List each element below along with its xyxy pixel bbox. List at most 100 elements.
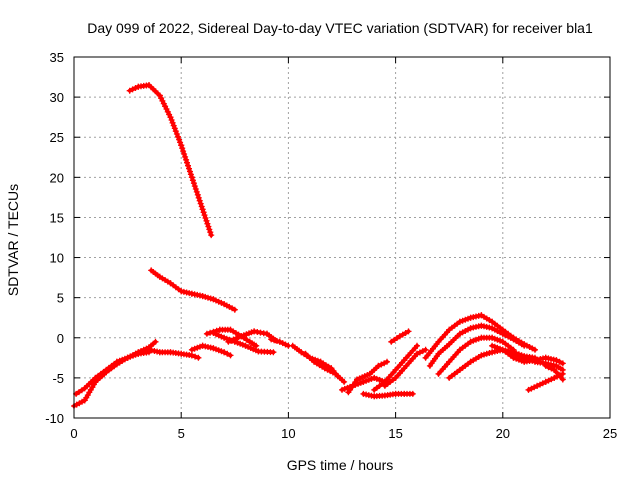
data-point: [542, 378, 549, 385]
y-tick-label: 20: [50, 170, 64, 185]
data-point: [221, 334, 228, 341]
y-tick-label: 35: [50, 50, 64, 65]
series-arc-7: [210, 330, 277, 356]
data-point: [202, 215, 209, 221]
data-point: [184, 159, 190, 166]
data-point: [173, 131, 180, 137]
data-point: [378, 361, 385, 368]
data-point: [132, 85, 139, 91]
data-point: [529, 357, 536, 364]
series-arc-9: [268, 336, 292, 349]
data-point: [126, 87, 133, 94]
series-arc-early-2: [73, 349, 152, 397]
data-point: [556, 358, 563, 365]
data-point: [365, 376, 372, 383]
data-point: [189, 177, 196, 184]
data-point: [181, 151, 188, 157]
data-point: [215, 347, 222, 354]
data-point: [467, 338, 474, 345]
data-point: [186, 165, 192, 172]
data-point: [470, 337, 477, 344]
data-point: [176, 136, 183, 143]
data-point: [376, 376, 383, 383]
x-tick-label: 0: [70, 426, 77, 441]
data-point: [175, 133, 181, 140]
data-point: [194, 191, 201, 198]
data-point: [190, 180, 197, 187]
data-point: [152, 338, 159, 345]
series-arc-20: [435, 334, 517, 377]
series-arc-14: [360, 390, 416, 400]
data-point: [497, 345, 504, 352]
data-point: [363, 377, 370, 384]
data-point: [384, 358, 390, 365]
data-point: [475, 335, 482, 342]
data-point: [467, 325, 474, 332]
series-arc-8: [225, 328, 279, 345]
y-tick-label: 10: [50, 251, 64, 266]
data-point: [187, 168, 193, 175]
data-point: [539, 380, 546, 387]
data-point: [515, 352, 522, 359]
data-point: [551, 374, 558, 381]
data-point: [135, 350, 142, 357]
data-point: [218, 299, 225, 306]
data-point: [192, 353, 199, 360]
data-point: [373, 375, 380, 382]
data-point: [559, 360, 566, 367]
data-point: [207, 295, 214, 302]
data-point: [180, 148, 187, 155]
y-axis-label: SDTVAR / TECUs: [5, 184, 21, 296]
data-series: [71, 82, 566, 409]
data-point: [513, 351, 520, 358]
data-point: [224, 350, 231, 357]
data-point: [542, 362, 549, 369]
series-arc-25: [542, 362, 566, 383]
data-point: [521, 342, 528, 349]
data-point: [341, 385, 348, 392]
data-point: [341, 378, 348, 385]
data-point: [548, 376, 555, 383]
data-point: [419, 348, 426, 355]
data-point: [532, 346, 538, 353]
data-point: [486, 324, 493, 331]
data-point: [204, 220, 211, 227]
series-arc-11: [302, 350, 348, 385]
data-point: [227, 352, 234, 359]
y-tick-label: 0: [57, 331, 64, 346]
data-point: [188, 346, 195, 353]
data-point: [523, 355, 530, 362]
data-point: [534, 382, 541, 389]
data-point: [481, 351, 487, 358]
series-arc-5: [188, 342, 234, 359]
data-point: [526, 356, 533, 363]
y-tick-label: -10: [45, 411, 64, 426]
data-point: [494, 344, 501, 351]
data-point: [194, 344, 201, 351]
data-point: [163, 106, 170, 112]
data-point: [207, 229, 214, 236]
y-tick-labels: -10 -5 0 5 10 15 20 25 30 35: [45, 50, 64, 426]
data-point: [202, 293, 209, 300]
x-tick-label: 20: [496, 426, 510, 441]
data-point: [206, 226, 213, 233]
x-tick-label: 10: [281, 426, 295, 441]
series-arc-24: [525, 370, 566, 393]
data-point: [156, 92, 163, 99]
data-point: [559, 370, 566, 377]
data-point: [462, 316, 469, 323]
series-arc-mid: [148, 267, 238, 313]
data-point: [169, 119, 176, 126]
data-point: [489, 334, 496, 341]
series-arc-high: [126, 82, 215, 239]
data-point: [167, 114, 174, 121]
data-point: [405, 328, 412, 335]
series-arc-16: [381, 346, 429, 389]
data-point: [274, 338, 280, 344]
series-arc-13: [345, 358, 390, 396]
data-point: [188, 352, 195, 359]
data-point: [553, 357, 560, 364]
grid-lines: [74, 57, 610, 418]
series-arc-19: [426, 322, 528, 369]
y-tick-label: 30: [50, 90, 64, 105]
